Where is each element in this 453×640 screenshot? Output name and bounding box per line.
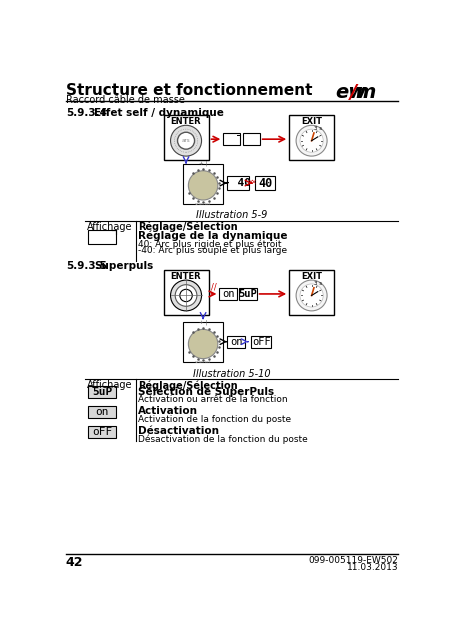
Text: Raccord câble de masse: Raccord câble de masse (66, 95, 185, 104)
Text: 3 s: 3 s (314, 126, 322, 131)
Text: -40: Arc plus souple et plus large: -40: Arc plus souple et plus large (138, 246, 287, 255)
Text: Activation ou arrêt de la fonction: Activation ou arrêt de la fonction (138, 395, 288, 404)
Text: 099-005119-EW502: 099-005119-EW502 (308, 556, 398, 564)
Text: oFF: oFF (252, 337, 270, 347)
Text: Désactivation: Désactivation (138, 426, 219, 436)
Text: ars: ars (182, 138, 190, 143)
Circle shape (300, 284, 323, 307)
FancyBboxPatch shape (289, 270, 334, 315)
Text: //: // (211, 283, 217, 292)
Text: m: m (355, 83, 376, 102)
Circle shape (296, 280, 327, 311)
Text: on: on (222, 289, 235, 299)
Circle shape (188, 330, 218, 358)
Text: selector: selector (195, 202, 211, 205)
Circle shape (188, 171, 218, 200)
Circle shape (170, 125, 202, 156)
Text: + |: + | (199, 161, 207, 166)
Text: Superpuls: Superpuls (94, 261, 153, 271)
Text: Structure et fonctionnement: Structure et fonctionnement (66, 83, 313, 98)
Circle shape (300, 129, 323, 152)
Text: Illustration 5-10: Illustration 5-10 (193, 369, 270, 379)
FancyBboxPatch shape (88, 426, 116, 438)
Text: Affichage: Affichage (87, 221, 132, 232)
Text: ENTER: ENTER (171, 271, 202, 280)
Text: ENTER: ENTER (171, 117, 202, 126)
Text: on: on (230, 337, 242, 347)
FancyBboxPatch shape (183, 323, 223, 362)
Text: Activation de la fonction du poste: Activation de la fonction du poste (138, 415, 291, 424)
Text: 3 s: 3 s (314, 281, 322, 285)
Text: Réglage de la dynamique: Réglage de la dynamique (138, 231, 288, 241)
Circle shape (178, 132, 195, 149)
Text: EXIT: EXIT (301, 271, 322, 280)
FancyBboxPatch shape (88, 406, 116, 418)
Text: ew: ew (336, 83, 367, 102)
Text: ×: × (247, 179, 253, 186)
Text: 40: 40 (258, 177, 272, 189)
Text: + |: + | (199, 319, 207, 324)
FancyBboxPatch shape (219, 288, 237, 300)
FancyBboxPatch shape (223, 133, 240, 145)
Text: - 40: - 40 (225, 178, 251, 188)
FancyBboxPatch shape (239, 288, 256, 300)
Text: Affichage: Affichage (87, 380, 132, 390)
FancyBboxPatch shape (251, 335, 271, 348)
Text: ×: × (250, 179, 255, 186)
FancyBboxPatch shape (88, 385, 116, 398)
Text: 40: Arc plus rigide et plus étroit: 40: Arc plus rigide et plus étroit (138, 239, 281, 249)
Text: Activation: Activation (138, 406, 198, 417)
Text: 5.9.3.4: 5.9.3.4 (66, 108, 107, 118)
Text: EXIT: EXIT (301, 117, 322, 126)
Text: selector: selector (195, 360, 211, 364)
FancyBboxPatch shape (227, 176, 249, 190)
Text: Réglage/Sélection: Réglage/Sélection (138, 221, 238, 232)
FancyBboxPatch shape (227, 335, 245, 348)
Text: 11.03.2013: 11.03.2013 (347, 563, 398, 572)
Text: on: on (95, 407, 109, 417)
Text: Réglage/Sélection: Réglage/Sélection (138, 380, 238, 390)
Text: oFF: oFF (92, 427, 112, 436)
Text: /: / (350, 83, 357, 102)
Text: 5uP: 5uP (92, 387, 112, 397)
FancyBboxPatch shape (255, 176, 275, 190)
Circle shape (296, 125, 327, 156)
Text: Illustration 5-9: Illustration 5-9 (196, 210, 267, 220)
FancyBboxPatch shape (289, 115, 334, 160)
Text: 5uP: 5uP (238, 289, 257, 299)
Text: Effet self / dynamique: Effet self / dynamique (94, 108, 224, 118)
FancyBboxPatch shape (183, 164, 223, 204)
Circle shape (180, 289, 192, 301)
Text: 5.9.3.5: 5.9.3.5 (66, 261, 107, 271)
FancyBboxPatch shape (164, 270, 208, 315)
Text: Désactivation de la fonction du poste: Désactivation de la fonction du poste (138, 435, 308, 444)
Text: Sélection de SuperPuls: Sélection de SuperPuls (138, 387, 274, 397)
FancyBboxPatch shape (243, 133, 260, 145)
Circle shape (175, 285, 197, 307)
FancyBboxPatch shape (164, 115, 208, 160)
Circle shape (170, 280, 202, 311)
FancyBboxPatch shape (88, 230, 116, 244)
Text: 42: 42 (66, 556, 83, 569)
